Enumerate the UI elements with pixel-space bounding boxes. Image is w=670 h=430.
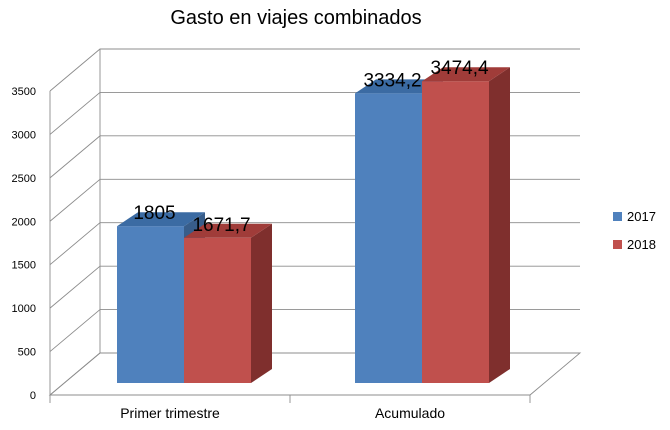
data-label: 3334,2 — [363, 70, 421, 91]
y-tick-label: 2000 — [12, 216, 36, 228]
y-tick-label: 2500 — [12, 173, 36, 185]
y-tick-label: 1500 — [12, 260, 36, 272]
data-label: 1671,7 — [192, 215, 250, 236]
y-tick-label: 500 — [18, 347, 36, 359]
y-tick-label: 1000 — [12, 303, 36, 315]
bar-top — [117, 212, 205, 227]
y-tick-label: 0 — [30, 390, 36, 402]
bars — [117, 67, 510, 383]
legend-item-2018: 2018 — [613, 237, 656, 252]
x-axis: Primer trimestre Acumulado — [120, 405, 445, 421]
bar-front — [355, 93, 422, 383]
legend-label: 2017 — [627, 209, 656, 224]
y-tick-label: 3500 — [12, 86, 36, 98]
data-labels: 1805 1671,7 3334,2 3474,4 — [133, 58, 489, 236]
bar-top — [355, 79, 443, 94]
floor — [48, 352, 582, 396]
bar-front — [117, 226, 184, 383]
y-axis: 0 500 1000 1500 2000 2500 3000 3500 — [12, 86, 36, 402]
bar-2018-1 — [422, 67, 510, 383]
legend-swatch — [613, 240, 622, 249]
x-tick-label: Primer trimestre — [120, 405, 220, 421]
data-label: 3474,4 — [430, 58, 489, 79]
y-tick-label: 3000 — [12, 129, 36, 141]
bar-side — [251, 223, 272, 383]
legend-label: 2018 — [627, 237, 656, 252]
legend: 2017 2018 — [613, 209, 656, 252]
legend-swatch — [613, 212, 622, 221]
chart-title: Gasto en viajes combinados — [170, 7, 421, 29]
bar-2018-0 — [184, 223, 272, 383]
x-tick-label: Acumulado — [375, 405, 445, 421]
gridlines — [48, 48, 582, 403]
legend-item-2017: 2017 — [613, 209, 656, 224]
data-label: 1805 — [133, 203, 175, 224]
bar-top — [184, 223, 272, 238]
bar-front — [422, 81, 489, 383]
bar-front — [184, 237, 251, 383]
bar-top — [422, 67, 510, 82]
bar-side — [489, 67, 510, 383]
